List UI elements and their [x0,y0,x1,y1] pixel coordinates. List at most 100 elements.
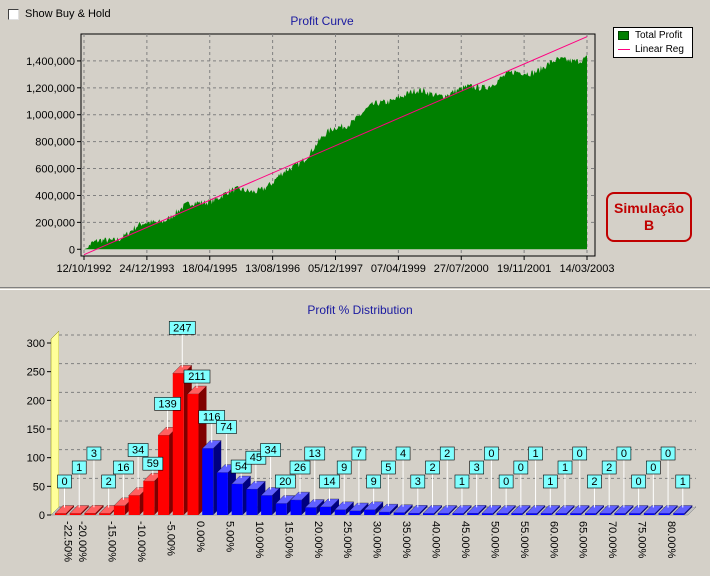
value-label-box [601,460,617,475]
distribution-value-label: 0 [488,448,494,460]
distribution-x-tick-label: 25.00% [341,521,353,559]
distribution-value-label: 1 [562,462,568,474]
profit-y-tick-label: 600,000 [35,164,75,176]
value-label-box [410,474,426,489]
value-label-box [168,321,196,335]
value-label-box [469,460,484,475]
distribution-bar [643,513,655,515]
distribution-x-tick-label: 75.00% [636,521,648,559]
distribution-title: Profit % Distribution [307,303,412,317]
profit-curve-chart: Profit Curve 0 200,000 400,000 600,000 800,0… [26,14,615,275]
profit-x-tick-label: 19/11/2001 [497,263,551,275]
distribution-x-tick-label: 60.00% [547,521,559,559]
distribution-x-tick-label: 35.00% [400,521,412,559]
distribution-value-label: 1 [459,476,465,488]
profit-y-tick-label: 400,000 [35,190,75,202]
distribution-bar [349,510,361,515]
distribution-bar [467,513,479,515]
distribution-bar [452,513,464,515]
profit-curve-title: Profit Curve [290,14,354,28]
distribution-bar-side [375,501,384,515]
distribution-value-label: 0 [665,448,671,460]
distribution-x-tick-label: -10.00% [135,521,147,562]
value-label-box [572,446,588,461]
show-buy-hold-label: Show Buy & Hold [25,8,111,20]
distribution-x-tick-label: 30.00% [371,521,383,559]
value-label-box [366,474,381,489]
distribution-bar [511,513,523,515]
value-label-box [587,474,602,489]
distribution-bar [202,448,214,515]
distribution-x-tick-label: 20.00% [312,521,324,559]
distribution-bar-side [301,492,310,515]
distribution-bar-side [537,505,546,515]
value-label-box [71,460,87,475]
distribution-value-label: 45 [250,452,262,464]
distribution-bars [54,365,693,515]
distribution-y-axis: 0 50 100 150 200 250 300 [27,338,51,522]
distribution-value-label: 74 [220,422,232,434]
distribution-value-label: 0 [621,448,627,460]
distribution-x-tick-label: 40.00% [430,521,442,559]
distribution-bar [437,513,449,515]
distribution-bar-side [566,505,575,515]
distribution-bar-side [463,505,472,515]
distribution-bar-side [669,505,678,515]
distribution-bar [570,513,582,515]
distribution-bar [599,513,611,515]
profit-x-tick-label: 12/10/1992 [56,263,111,275]
value-label-box [395,446,411,461]
distribution-value-label: 9 [371,476,377,488]
distribution-value-label: 3 [415,476,421,488]
simulation-stamp: Simulação B [606,192,692,242]
value-label-box [304,446,326,461]
distribution-x-tick-label: 55.00% [518,521,530,559]
distribution-bar [216,472,228,515]
profit-x-axis: 12/10/1992 24/12/1993 18/04/1995 13/08/1996… [56,256,615,275]
profit-x-tick-label: 13/08/1996 [245,263,300,275]
legend-linear-reg-label: Linear Reg [635,43,684,55]
value-label-box [289,460,311,475]
distribution-x-tick-label: 70.00% [606,521,618,559]
distribution-value-label: 34 [132,445,144,457]
distribution-bar [408,513,420,515]
distribution-value-label: 59 [147,458,159,470]
distribution-value-label: 2 [606,462,612,474]
legend-linear-reg: Linear Reg [614,42,692,56]
distribution-value-label: 0 [503,476,509,488]
distribution-value-label: 13 [309,448,321,460]
legend-total-profit-label: Total Profit [635,29,683,41]
distribution-bar [540,513,552,515]
distribution-bar-side [507,505,516,515]
distribution-bar-side [419,505,428,515]
value-label-box [101,474,116,489]
stamp-line2: B [643,217,655,233]
value-label-box [498,474,514,489]
value-label-box [275,474,296,489]
distribution-bar [84,513,96,515]
distribution-value-label: 1 [547,476,553,488]
distribution-bar [393,512,405,515]
stamp-line1: Simulação [613,200,685,216]
distribution-bar-side [330,498,339,515]
distribution-bar [128,495,140,515]
distribution-x-tick-label: 50.00% [488,521,500,559]
checkbox-box[interactable] [8,8,19,20]
distribution-bar-side [478,505,487,515]
distribution-value-label: 0 [61,476,67,488]
distribution-value-label: 4 [400,448,406,460]
distribution-bar-side [522,505,531,515]
distribution-value-label: 14 [323,476,335,488]
value-label-box [183,369,211,384]
show-buy-hold-checkbox[interactable]: Show Buy & Hold [8,8,111,20]
distribution-y-tick-label: 300 [27,338,45,350]
value-label-box [57,474,72,489]
distribution-value-label: 9 [341,462,347,474]
profit-y-tick-label: 200,000 [35,217,75,229]
distribution-x-tick-label: 0.00% [194,521,206,552]
distribution-bar [261,495,273,515]
distribution-y-tick-label: 150 [27,424,45,436]
panel-divider[interactable] [0,287,710,290]
distribution-bar [158,435,170,515]
distribution-value-label: 139 [158,398,176,410]
